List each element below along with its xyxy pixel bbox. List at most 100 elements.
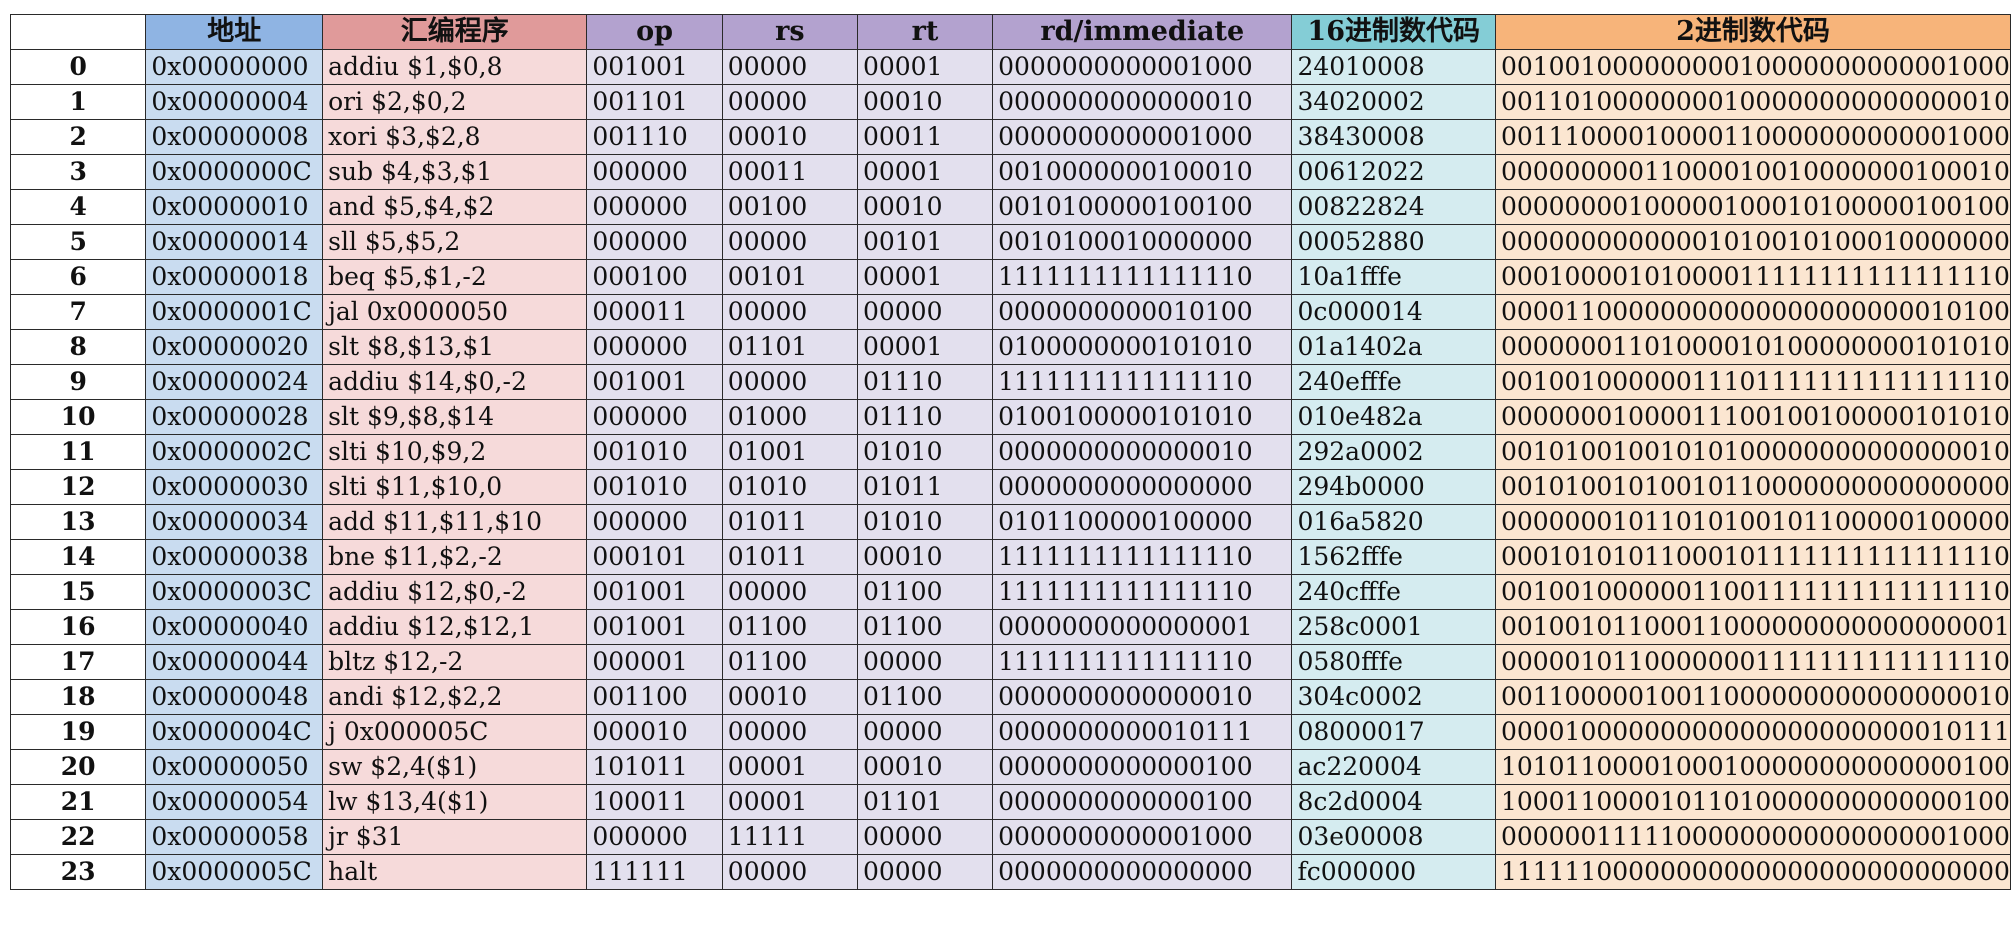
cell-address[interactable]: 0x00000054 [145, 784, 324, 820]
cell-op[interactable]: 001001 [586, 364, 723, 400]
cell-op[interactable]: 000000 [586, 819, 723, 855]
cell-hex-code[interactable]: fc000000 [1291, 854, 1496, 890]
cell-address[interactable]: 0x0000000C [145, 154, 324, 190]
cell-address[interactable]: 0x0000002C [145, 434, 324, 470]
cell-assembly[interactable]: jr $31 [322, 819, 588, 855]
cell-bin-code[interactable]: 00001100000000000000000000010100 [1494, 294, 2011, 330]
cell-rt[interactable]: 01011 [856, 469, 994, 505]
cell-address[interactable]: 0x00000028 [145, 399, 324, 435]
cell-rt[interactable]: 00011 [856, 119, 994, 155]
cell-rd-immediate[interactable]: 0000000000000010 [992, 84, 1293, 120]
cell-op[interactable]: 000000 [586, 329, 723, 365]
cell-address[interactable]: 0x00000004 [145, 84, 324, 120]
cell-rt[interactable]: 00000 [856, 854, 994, 890]
cell-rd-immediate[interactable]: 0000000000000000 [992, 469, 1293, 505]
cell-assembly[interactable]: andi $12,$2,2 [322, 679, 588, 715]
cell-assembly[interactable]: add $11,$11,$10 [322, 504, 588, 540]
cell-hex-code[interactable]: 0c000014 [1291, 294, 1496, 330]
cell-rd-immediate[interactable]: 0100000000101010 [992, 329, 1293, 365]
cell-hex-code[interactable]: 1562fffe [1291, 539, 1496, 575]
cell-address[interactable]: 0x0000001C [145, 294, 324, 330]
header-op[interactable]: op [586, 14, 723, 50]
cell-assembly[interactable]: addiu $1,$0,8 [322, 49, 588, 85]
cell-hex-code[interactable]: 292a0002 [1291, 434, 1496, 470]
cell-bin-code[interactable]: 00100101100011000000000000000001 [1494, 609, 2011, 645]
cell-rt[interactable]: 01100 [856, 574, 994, 610]
cell-bin-code[interactable]: 00111000010000110000000000001000 [1494, 119, 2011, 155]
cell-rt[interactable]: 00010 [856, 189, 994, 225]
cell-rd-immediate[interactable]: 0000000000000100 [992, 784, 1293, 820]
cell-index[interactable]: 23 [9, 854, 147, 890]
cell-assembly[interactable]: sw $2,4($1) [322, 749, 588, 785]
cell-index[interactable]: 21 [9, 784, 147, 820]
cell-op[interactable]: 001001 [586, 574, 723, 610]
cell-index[interactable]: 16 [9, 609, 147, 645]
cell-assembly[interactable]: jal 0x0000050 [322, 294, 588, 330]
cell-rt[interactable]: 00000 [856, 714, 994, 750]
cell-hex-code[interactable]: 016a5820 [1291, 504, 1496, 540]
cell-op[interactable]: 000000 [586, 224, 723, 260]
cell-assembly[interactable]: slt $9,$8,$14 [322, 399, 588, 435]
cell-assembly[interactable]: slti $10,$9,2 [322, 434, 588, 470]
cell-index[interactable]: 4 [9, 189, 147, 225]
cell-rt[interactable]: 00010 [856, 539, 994, 575]
cell-rt[interactable]: 01010 [856, 504, 994, 540]
cell-index[interactable]: 3 [9, 154, 147, 190]
cell-rd-immediate[interactable]: 0010100000100100 [992, 189, 1293, 225]
cell-address[interactable]: 0x00000008 [145, 119, 324, 155]
cell-op[interactable]: 000010 [586, 714, 723, 750]
cell-index[interactable]: 13 [9, 504, 147, 540]
cell-assembly[interactable]: slt $8,$13,$1 [322, 329, 588, 365]
cell-rs[interactable]: 00000 [721, 714, 858, 750]
cell-rs[interactable]: 01010 [721, 469, 858, 505]
cell-hex-code[interactable]: 00052880 [1291, 224, 1496, 260]
cell-hex-code[interactable]: 10a1fffe [1291, 259, 1496, 295]
cell-rs[interactable]: 00010 [721, 679, 858, 715]
cell-rt[interactable]: 00010 [856, 84, 994, 120]
cell-address[interactable]: 0x00000000 [145, 49, 324, 85]
cell-hex-code[interactable]: 010e482a [1291, 399, 1496, 435]
cell-op[interactable]: 101011 [586, 749, 723, 785]
cell-rt[interactable]: 00001 [856, 49, 994, 85]
cell-bin-code[interactable]: 00010000101000011111111111111110 [1494, 259, 2011, 295]
cell-rd-immediate[interactable]: 0000000000001000 [992, 819, 1293, 855]
cell-index[interactable]: 14 [9, 539, 147, 575]
cell-hex-code[interactable]: 0580fffe [1291, 644, 1496, 680]
cell-rt[interactable]: 01100 [856, 609, 994, 645]
cell-address[interactable]: 0x00000050 [145, 749, 324, 785]
cell-rt[interactable]: 01110 [856, 364, 994, 400]
cell-op[interactable]: 111111 [586, 854, 723, 890]
cell-rd-immediate[interactable]: 0101100000100000 [992, 504, 1293, 540]
cell-index[interactable]: 12 [9, 469, 147, 505]
cell-rs[interactable]: 00000 [721, 854, 858, 890]
cell-rs[interactable]: 00000 [721, 574, 858, 610]
cell-assembly[interactable]: addiu $12,$0,-2 [322, 574, 588, 610]
cell-address[interactable]: 0x00000010 [145, 189, 324, 225]
cell-assembly[interactable]: bltz $12,-2 [322, 644, 588, 680]
cell-bin-code[interactable]: 10101100001000100000000000000100 [1494, 749, 2011, 785]
cell-rd-immediate[interactable]: 0100100000101010 [992, 399, 1293, 435]
cell-rs[interactable]: 00001 [721, 749, 858, 785]
cell-rs[interactable]: 00000 [721, 49, 858, 85]
cell-address[interactable]: 0x00000058 [145, 819, 324, 855]
cell-bin-code[interactable]: 00110100000000100000000000000010 [1494, 84, 2011, 120]
cell-rd-immediate[interactable]: 0000000000001000 [992, 119, 1293, 155]
cell-rt[interactable]: 00010 [856, 749, 994, 785]
cell-index[interactable]: 8 [9, 329, 147, 365]
cell-address[interactable]: 0x00000030 [145, 469, 324, 505]
cell-rs[interactable]: 00101 [721, 259, 858, 295]
cell-bin-code[interactable]: 00000001011010100101100000100000 [1494, 504, 2011, 540]
cell-rd-immediate[interactable]: 1111111111111110 [992, 539, 1293, 575]
cell-index[interactable]: 5 [9, 224, 147, 260]
cell-hex-code[interactable]: 240efffe [1291, 364, 1496, 400]
cell-assembly[interactable]: beq $5,$1,-2 [322, 259, 588, 295]
cell-address[interactable]: 0x00000040 [145, 609, 324, 645]
cell-index[interactable]: 0 [9, 49, 147, 85]
header-assembly[interactable]: 汇编程序 [322, 14, 588, 50]
cell-op[interactable]: 001101 [586, 84, 723, 120]
cell-address[interactable]: 0x00000018 [145, 259, 324, 295]
cell-rd-immediate[interactable]: 1111111111111110 [992, 644, 1293, 680]
cell-rt[interactable]: 01101 [856, 784, 994, 820]
cell-index[interactable]: 9 [9, 364, 147, 400]
cell-rs[interactable]: 00100 [721, 189, 858, 225]
